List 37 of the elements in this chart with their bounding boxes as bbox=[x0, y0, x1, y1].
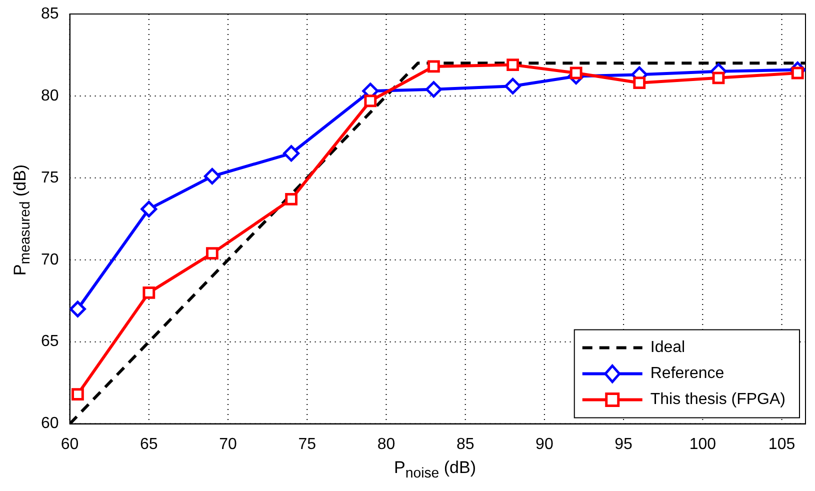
point bbox=[791, 66, 804, 80]
point bbox=[425, 81, 442, 98]
x-tick-label: 65 bbox=[140, 436, 158, 453]
legend-label: This thesis (FPGA) bbox=[650, 391, 786, 408]
x-tick-label: 105 bbox=[768, 436, 796, 453]
point bbox=[504, 78, 522, 94]
point bbox=[712, 72, 725, 84]
y-tick-label: 65 bbox=[41, 333, 59, 350]
x-tick-label: 75 bbox=[298, 436, 316, 453]
x-tick-label: 80 bbox=[377, 436, 396, 453]
point bbox=[283, 145, 300, 162]
x-tick-label: 60 bbox=[60, 436, 79, 453]
point bbox=[285, 193, 298, 206]
y-tick-label: 85 bbox=[41, 5, 59, 22]
legend-label: Reference bbox=[650, 365, 724, 382]
x-tick-label: 85 bbox=[456, 436, 474, 453]
y-tick-label: 60 bbox=[41, 415, 59, 432]
y-tick-label: 75 bbox=[41, 169, 59, 186]
point bbox=[72, 388, 84, 400]
point bbox=[206, 247, 218, 260]
point bbox=[570, 66, 582, 80]
point bbox=[506, 58, 519, 72]
x-axis-title: P$_{noise}$ (dB) bbox=[394, 458, 476, 482]
point bbox=[70, 300, 86, 318]
point bbox=[427, 60, 440, 73]
point bbox=[633, 76, 646, 90]
y-tick-label: 70 bbox=[41, 251, 59, 268]
point bbox=[140, 200, 158, 218]
point bbox=[364, 94, 377, 108]
point bbox=[142, 286, 156, 299]
y-tick-label: 80 bbox=[41, 87, 59, 104]
x-tick-label: 90 bbox=[536, 436, 554, 453]
x-tick-label: 95 bbox=[614, 436, 633, 453]
legend-label: Ideal bbox=[650, 339, 686, 356]
point bbox=[204, 168, 220, 185]
x-tick-label: 70 bbox=[219, 436, 238, 453]
x-tick-label: 100 bbox=[689, 436, 716, 453]
